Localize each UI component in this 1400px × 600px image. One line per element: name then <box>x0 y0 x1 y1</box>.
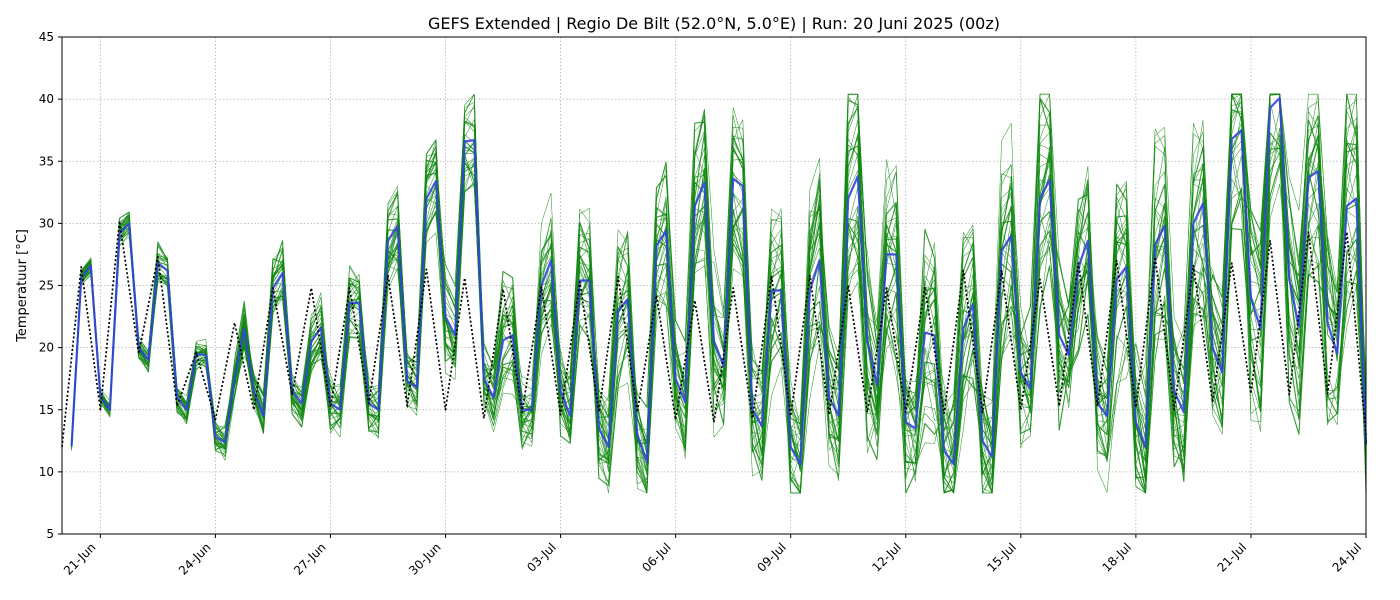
y-tick-label: 40 <box>39 92 54 106</box>
ensemble-mean-line <box>61 220 1367 448</box>
y-tick-label: 5 <box>46 527 54 541</box>
y-axis-title: Temperatuur [°C] <box>15 229 30 343</box>
control-run-line <box>70 96 1368 466</box>
y-tick-label: 15 <box>39 403 54 417</box>
y-tick-label: 20 <box>39 341 54 355</box>
ensemble-mean-path <box>61 220 1367 448</box>
y-tick-label: 10 <box>39 465 54 479</box>
y-tick-label: 30 <box>39 216 54 230</box>
control-run-path <box>70 96 1368 466</box>
y-axis-ticks: 5 10 15 20 25 30 35 40 45 <box>39 30 62 541</box>
y-tick-label: 35 <box>39 154 54 168</box>
y-tick-label: 45 <box>39 30 54 44</box>
ensemble-member-line <box>71 105 1367 494</box>
y-tick-label: 25 <box>39 279 54 293</box>
chart-title: GEFS Extended | Regio De Bilt (52.0°N, 5… <box>428 14 1000 33</box>
